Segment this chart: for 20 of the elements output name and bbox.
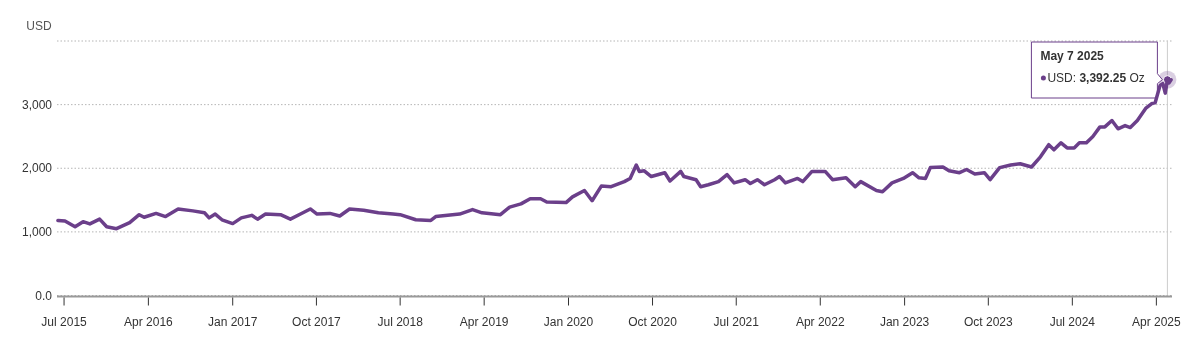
x-tick-label: Apr 2022 — [795, 314, 845, 329]
y-tick-label: 2,000 — [21, 161, 53, 176]
x-tick-label: Jul 2018 — [377, 314, 424, 329]
x-tick-label: Jul 2015 — [41, 314, 88, 329]
x-tick-label: Jul 2024 — [1049, 314, 1096, 329]
x-tick-label: Oct 2023 — [963, 314, 1013, 329]
x-tick-label: Oct 2017 — [292, 314, 342, 329]
x-tick-label: Jul 2021 — [713, 314, 760, 329]
x-tick-label: Jan 2020 — [543, 314, 594, 329]
x-tick-label: Jan 2017 — [208, 314, 258, 329]
x-tick-label: Apr 2019 — [459, 314, 509, 329]
y-axis-title: USD — [26, 19, 52, 33]
y-tick-label: 3,000 — [21, 97, 53, 112]
x-tick-label: Oct 2020 — [628, 314, 678, 329]
x-tick-label: Jan 2023 — [879, 314, 930, 329]
x-tick-label: Apr 2016 — [124, 314, 174, 329]
x-tick-label: Apr 2025 — [1132, 314, 1182, 329]
y-tick-label: 0.0 — [35, 288, 53, 303]
y-tick-label: 1,000 — [21, 225, 53, 240]
annotation: May 7 2025 USD: 3,392.25 Oz — [1040, 49, 1145, 85]
